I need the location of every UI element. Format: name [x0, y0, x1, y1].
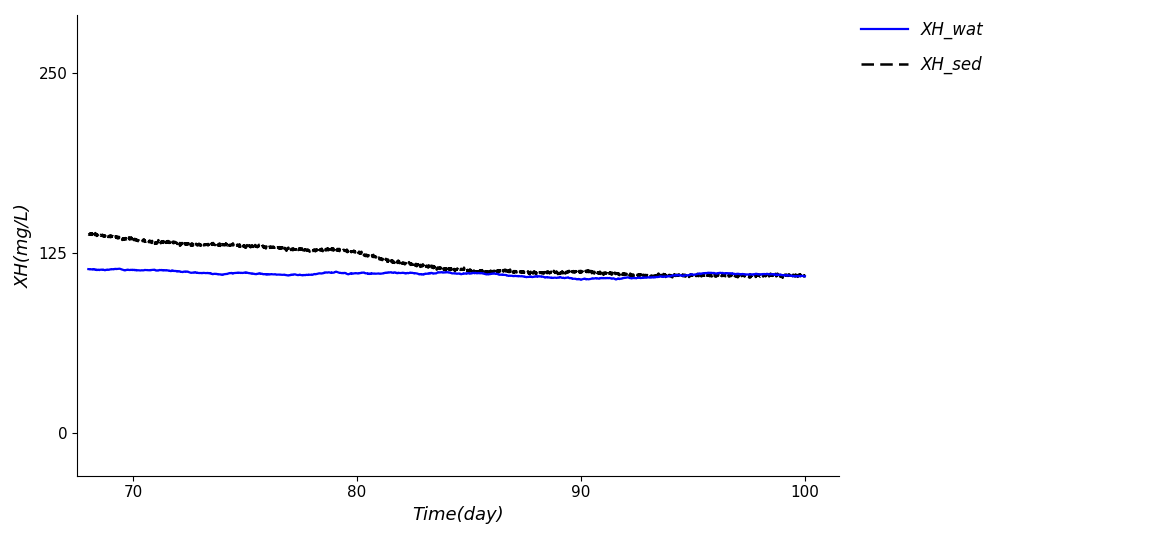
- XH_sed: [163, 238, 177, 245]
- XH_wat: [574, 277, 588, 283]
- XH_wat: [206, 271, 220, 277]
- XH_sed: [785, 272, 799, 278]
- XH_wat: [112, 265, 126, 272]
- XH_sed: [356, 251, 370, 258]
- XH_wat: [799, 273, 812, 280]
- XH_sed: [799, 273, 812, 279]
- XH_wat: [708, 270, 722, 277]
- XH_wat: [81, 266, 95, 272]
- XH_sed: [388, 260, 402, 266]
- Line: XH_sed: XH_sed: [88, 233, 805, 278]
- Legend: XH_wat, XH_sed: XH_wat, XH_sed: [854, 14, 991, 81]
- XH_sed: [775, 274, 789, 281]
- XH_wat: [388, 269, 402, 275]
- XH_sed: [88, 230, 102, 236]
- XH_sed: [206, 241, 220, 247]
- XH_sed: [707, 273, 721, 279]
- XH_wat: [356, 270, 370, 276]
- Line: XH_wat: XH_wat: [88, 268, 805, 280]
- X-axis label: Time(day): Time(day): [412, 506, 504, 524]
- XH_sed: [81, 231, 95, 238]
- XH_wat: [785, 272, 799, 279]
- XH_wat: [163, 268, 177, 274]
- Y-axis label: XH(mg/L): XH(mg/L): [15, 203, 33, 288]
